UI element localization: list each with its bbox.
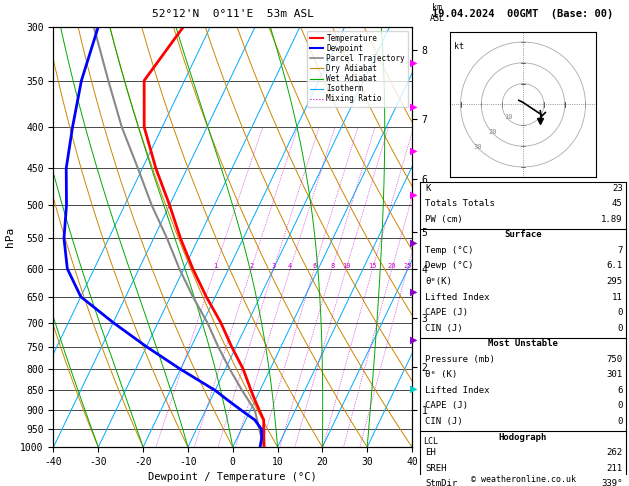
Legend: Temperature, Dewpoint, Parcel Trajectory, Dry Adiabat, Wet Adiabat, Isotherm, Mi: Temperature, Dewpoint, Parcel Trajectory… bbox=[306, 31, 408, 106]
Text: 45: 45 bbox=[612, 199, 623, 208]
Text: kt: kt bbox=[454, 42, 464, 51]
Text: Lifted Index: Lifted Index bbox=[425, 293, 490, 302]
Text: θᵉ (K): θᵉ (K) bbox=[425, 370, 457, 380]
Text: ▶: ▶ bbox=[409, 287, 417, 296]
Text: Pressure (mb): Pressure (mb) bbox=[425, 355, 495, 364]
X-axis label: Dewpoint / Temperature (°C): Dewpoint / Temperature (°C) bbox=[148, 472, 317, 483]
Text: 7: 7 bbox=[617, 246, 623, 255]
Text: PW (cm): PW (cm) bbox=[425, 215, 463, 224]
Text: K: K bbox=[425, 184, 431, 193]
Text: 262: 262 bbox=[606, 448, 623, 457]
Y-axis label: hPa: hPa bbox=[4, 227, 14, 247]
Text: 20: 20 bbox=[489, 129, 498, 136]
Text: CIN (J): CIN (J) bbox=[425, 417, 463, 426]
Text: 19.04.2024  00GMT  (Base: 00): 19.04.2024 00GMT (Base: 00) bbox=[432, 9, 614, 19]
Text: Temp (°C): Temp (°C) bbox=[425, 246, 474, 255]
Text: 20: 20 bbox=[388, 262, 396, 269]
Text: 11: 11 bbox=[612, 293, 623, 302]
Text: 750: 750 bbox=[606, 355, 623, 364]
Text: 23: 23 bbox=[612, 184, 623, 193]
Text: ▶: ▶ bbox=[409, 146, 417, 156]
Text: θᵉ(K): θᵉ(K) bbox=[425, 277, 452, 286]
Text: 30: 30 bbox=[474, 144, 482, 151]
Text: 52°12'N  0°11'E  53m ASL: 52°12'N 0°11'E 53m ASL bbox=[152, 9, 314, 19]
Text: LCL: LCL bbox=[423, 437, 438, 446]
Text: EH: EH bbox=[425, 448, 436, 457]
Text: Surface: Surface bbox=[504, 230, 542, 240]
Text: Lifted Index: Lifted Index bbox=[425, 386, 490, 395]
Text: 211: 211 bbox=[606, 464, 623, 473]
Text: ▶: ▶ bbox=[409, 384, 417, 394]
Text: 339°: 339° bbox=[601, 479, 623, 486]
Text: ▶: ▶ bbox=[409, 102, 417, 112]
Text: 0: 0 bbox=[617, 401, 623, 411]
Text: CAPE (J): CAPE (J) bbox=[425, 308, 468, 317]
Text: StmDir: StmDir bbox=[425, 479, 457, 486]
Text: ▶: ▶ bbox=[409, 58, 417, 68]
Text: ▶: ▶ bbox=[409, 190, 417, 199]
Text: 295: 295 bbox=[606, 277, 623, 286]
Text: 6: 6 bbox=[617, 386, 623, 395]
Text: © weatheronline.co.uk: © weatheronline.co.uk bbox=[470, 474, 576, 484]
Text: 10: 10 bbox=[342, 262, 350, 269]
Text: SREH: SREH bbox=[425, 464, 447, 473]
Text: km
ASL: km ASL bbox=[430, 3, 445, 22]
Text: ▶: ▶ bbox=[409, 238, 417, 248]
Text: Hodograph: Hodograph bbox=[499, 433, 547, 442]
Text: Most Unstable: Most Unstable bbox=[488, 339, 558, 348]
Text: CIN (J): CIN (J) bbox=[425, 324, 463, 333]
Text: Dewp (°C): Dewp (°C) bbox=[425, 261, 474, 271]
Text: ▶: ▶ bbox=[409, 335, 417, 345]
Text: CAPE (J): CAPE (J) bbox=[425, 401, 468, 411]
Text: 2: 2 bbox=[249, 262, 253, 269]
Text: 0: 0 bbox=[617, 417, 623, 426]
Text: 25: 25 bbox=[403, 262, 411, 269]
Text: 1.89: 1.89 bbox=[601, 215, 623, 224]
Text: 0: 0 bbox=[617, 308, 623, 317]
Text: 8: 8 bbox=[330, 262, 334, 269]
Text: 1: 1 bbox=[213, 262, 217, 269]
Text: 301: 301 bbox=[606, 370, 623, 380]
Text: 6: 6 bbox=[312, 262, 316, 269]
Text: 6.1: 6.1 bbox=[606, 261, 623, 271]
Text: 3: 3 bbox=[272, 262, 276, 269]
Text: 15: 15 bbox=[369, 262, 377, 269]
Text: 10: 10 bbox=[504, 115, 512, 121]
Text: 4: 4 bbox=[288, 262, 292, 269]
Text: 0: 0 bbox=[617, 324, 623, 333]
Text: Totals Totals: Totals Totals bbox=[425, 199, 495, 208]
